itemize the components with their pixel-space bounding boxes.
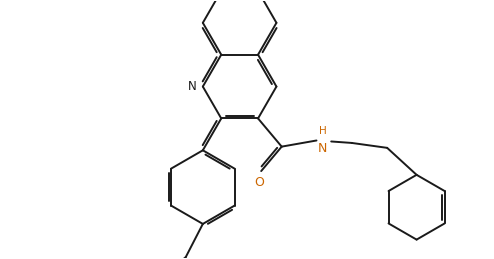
Text: N: N (188, 80, 197, 93)
Text: H: H (319, 126, 327, 136)
Text: O: O (254, 176, 264, 189)
Text: N: N (318, 142, 327, 155)
